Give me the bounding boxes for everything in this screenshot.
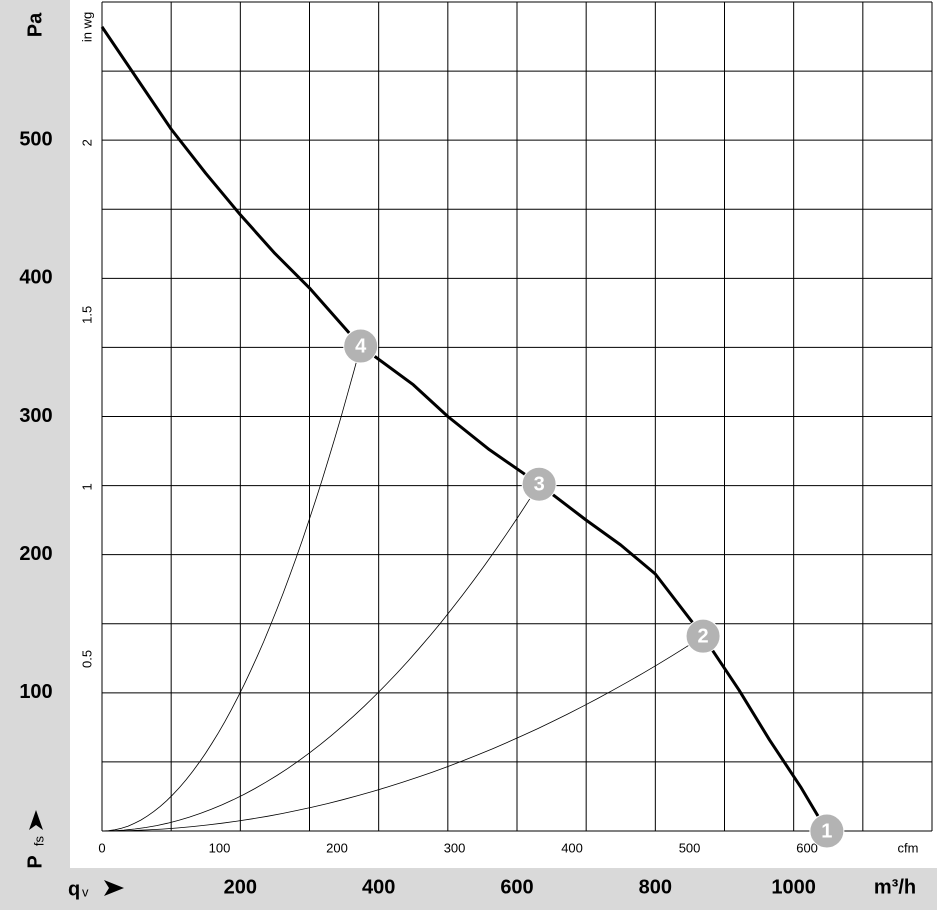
x2-tick-label: 600 [796, 840, 818, 855]
x-arrow [104, 880, 124, 896]
y2-tick-label: 1 [79, 483, 94, 490]
y2-tick-label: 0.5 [79, 650, 94, 668]
x2-tick-label: 200 [326, 840, 348, 855]
operating-point [343, 328, 379, 364]
operating-point-label: 3 [534, 473, 545, 495]
x2-tick-label: 100 [209, 840, 231, 855]
x-tick-label: 400 [362, 876, 395, 898]
bottom-band [0, 868, 937, 910]
y2-tick-label: 1.5 [79, 306, 94, 324]
y-subscript: fs [31, 835, 46, 846]
operating-point-label: 2 [697, 625, 708, 647]
x-tick-label: 800 [639, 876, 672, 898]
system-curve [101, 635, 704, 832]
x2-unit: cfm [898, 840, 919, 855]
operating-point [809, 813, 845, 849]
left-band [0, 0, 70, 868]
y-tick-label: 100 [19, 681, 52, 703]
operating-point [685, 618, 721, 654]
y2-unit: in wg [79, 12, 94, 42]
x-symbol: q [68, 878, 80, 900]
y-symbol: P [24, 855, 46, 868]
x2-tick-label: 400 [561, 840, 583, 855]
system-curve [101, 345, 362, 832]
y-unit: Pa [24, 12, 46, 37]
x-unit: m³/h [874, 876, 916, 898]
y-tick-label: 500 [19, 128, 52, 150]
x-tick-label: 200 [224, 876, 257, 898]
y-tick-label: 300 [19, 405, 52, 427]
system-curve [101, 483, 540, 832]
operating-point-label: 1 [821, 820, 832, 842]
fan-curve [100, 26, 829, 832]
operating-point [521, 466, 557, 502]
x-subscript: v [82, 884, 89, 899]
operating-point-label: 4 [355, 335, 367, 357]
y-tick-label: 200 [19, 543, 52, 565]
x2-tick-label: 300 [444, 840, 466, 855]
x-tick-label: 600 [500, 876, 533, 898]
y-arrow [29, 810, 43, 830]
x2-tick-label: 500 [679, 840, 701, 855]
y-tick-label: 400 [19, 267, 52, 289]
x-tick-label: 1000 [771, 876, 816, 898]
x2-tick-label: 0 [98, 840, 105, 855]
y2-tick-label: 2 [79, 139, 94, 146]
